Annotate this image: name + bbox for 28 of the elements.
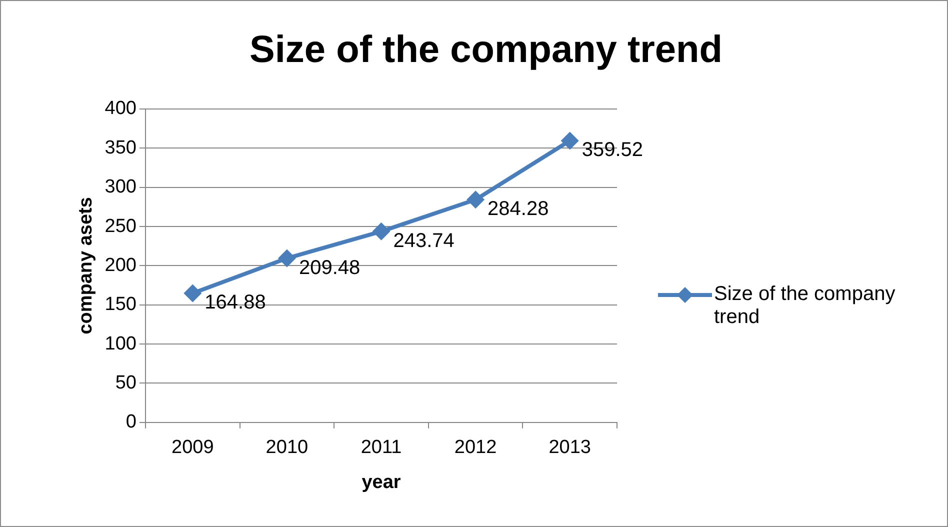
data-label: 164.88 — [204, 292, 266, 314]
y-axis-title: company asets — [76, 197, 97, 334]
x-tick-label: 2013 — [548, 437, 591, 458]
data-label: 359.52 — [582, 139, 644, 162]
data-label: 209.48 — [298, 256, 360, 279]
point — [560, 132, 579, 150]
y-tick-label: 400 — [104, 98, 136, 120]
x-tick-label: 2011 — [360, 437, 402, 458]
y-tick-label: 350 — [104, 137, 136, 158]
point — [466, 190, 485, 209]
y-tick-label: 150 — [104, 294, 136, 316]
x-tick-label: 2012 — [454, 437, 497, 458]
point — [278, 249, 296, 268]
data-label: 243.74 — [393, 230, 454, 252]
x-tick-label: 2010 — [266, 437, 308, 458]
y-tick-label: 300 — [104, 176, 136, 198]
x-tick-label: 2009 — [172, 437, 214, 458]
y-tick-label: 250 — [104, 216, 136, 237]
y-tick-label: 200 — [104, 254, 136, 276]
y-tick-label: 50 — [115, 372, 136, 394]
x-axis-title: year — [362, 472, 402, 493]
data-label: 284.28 — [488, 198, 549, 220]
point — [372, 222, 390, 240]
y-tick-label: 0 — [126, 412, 136, 433]
y-tick-label: 100 — [104, 333, 136, 354]
chart-title: Size of the company trend — [248, 29, 724, 72]
legend-label: Size of the company trend — [714, 283, 896, 329]
point — [184, 284, 202, 302]
